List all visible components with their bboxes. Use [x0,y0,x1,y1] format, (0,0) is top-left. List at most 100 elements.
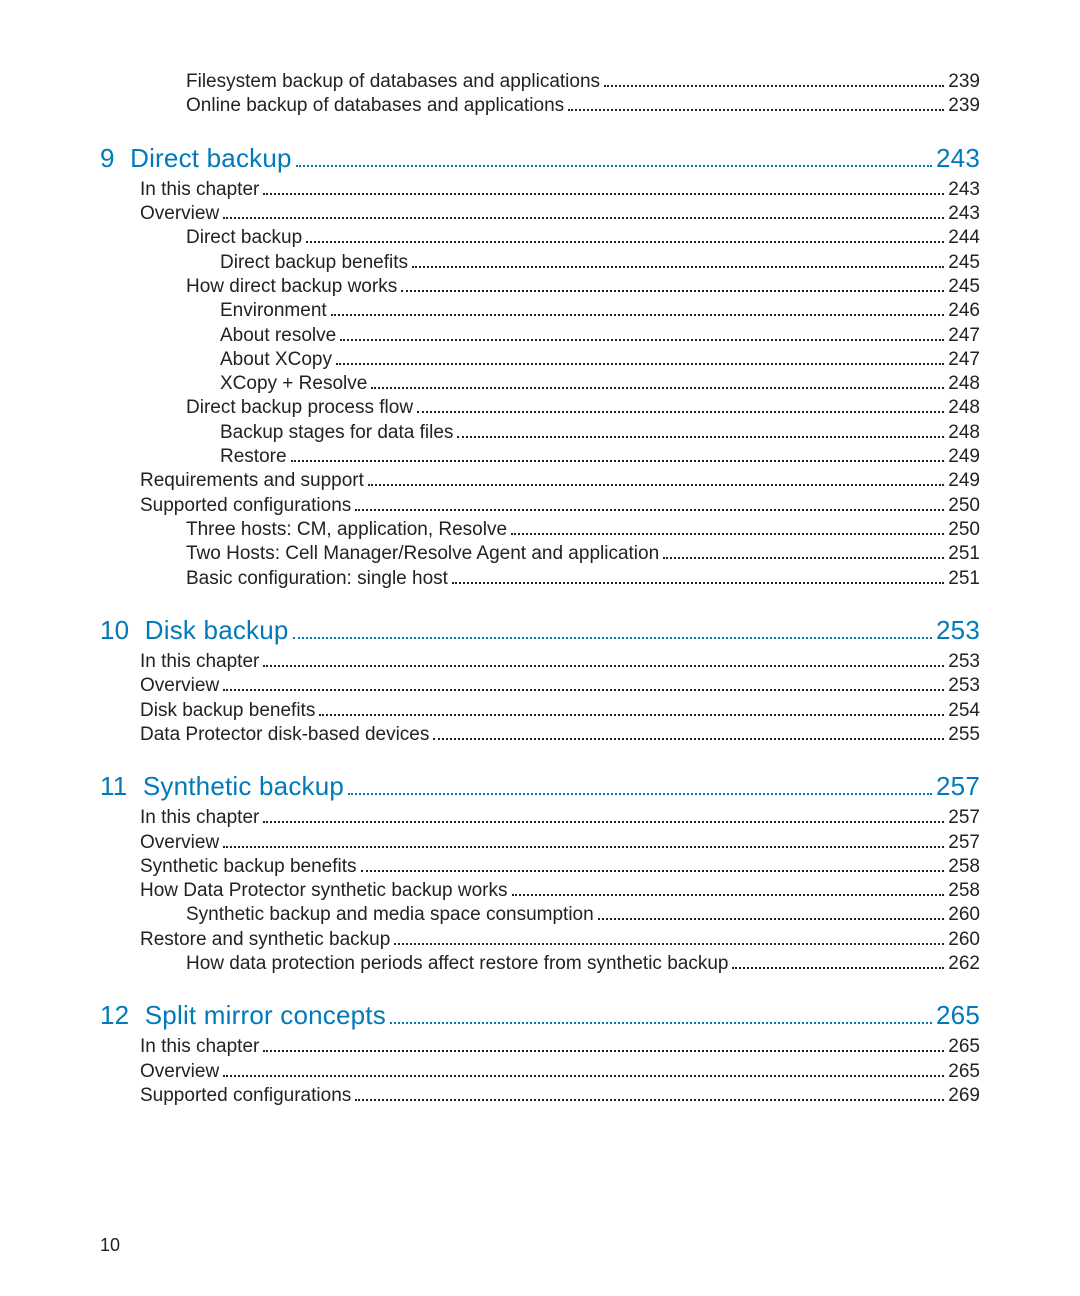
chapter-page: 243 [936,143,980,174]
toc-entry-label: Overview [140,675,219,696]
toc-entry-label: Direct backup process flow [186,397,413,418]
toc-entry-label: Restore and synthetic backup [140,929,390,950]
toc-entry[interactable]: Restore 249 [100,445,980,469]
leader-dots [223,846,944,848]
leader-dots [223,217,944,219]
toc-entry[interactable]: In this chapter 243 [100,178,980,202]
toc-entry[interactable]: Synthetic backup and media space consump… [100,903,980,927]
leader-dots [604,85,944,87]
toc-entry[interactable]: In this chapter 257 [100,806,980,830]
leader-dots [412,266,944,268]
toc-entry-page: 249 [948,445,980,469]
toc-entry[interactable]: Synthetic backup benefits 258 [100,855,980,879]
toc-entry-label: Synthetic backup and media space consump… [186,904,594,925]
toc-entry[interactable]: In this chapter 253 [100,650,980,674]
chapter-title: Disk backup [145,615,289,645]
chapter-number: 11 [100,771,127,801]
leader-dots [371,387,944,389]
toc-entry[interactable]: Backup stages for data files 248 [100,421,980,445]
leader-dots [263,193,944,195]
toc-entry-label: Backup stages for data files [220,422,453,443]
toc-entry-label: Online backup of databases and applicati… [186,95,564,116]
toc-entry-label: In this chapter [140,807,259,828]
toc-entry-page: 243 [948,202,980,226]
toc-entry-label: Overview [140,1061,219,1082]
toc-entry[interactable]: How direct backup works 245 [100,275,980,299]
toc-entry-page: 251 [948,542,980,566]
chapter-page: 257 [936,771,980,802]
leader-dots [457,436,944,438]
toc-entry-label: How direct backup works [186,276,397,297]
toc-page: Filesystem backup of databases and appli… [0,0,1080,1296]
toc-entry[interactable]: Three hosts: CM, application, Resolve 25… [100,518,980,542]
toc-entry-label: Restore [220,446,287,467]
toc-entry-page: 250 [948,494,980,518]
leader-dots [390,1022,932,1024]
toc-entry-page: 253 [948,650,980,674]
toc-container: Filesystem backup of databases and appli… [100,70,980,1108]
toc-entry[interactable]: Supported configurations 250 [100,494,980,518]
toc-chapter[interactable]: 10 Disk backup 253 [100,615,980,646]
chapter-number: 12 [100,1000,129,1030]
toc-entry[interactable]: Overview 243 [100,202,980,226]
toc-entry[interactable]: Overview 253 [100,674,980,698]
toc-entry-page: 249 [948,469,980,493]
toc-entry[interactable]: About XCopy 247 [100,348,980,372]
toc-chapter[interactable]: 11 Synthetic backup 257 [100,771,980,802]
toc-chapter[interactable]: 12 Split mirror concepts 265 [100,1000,980,1031]
chapter-page: 265 [936,1000,980,1031]
toc-entry[interactable]: Direct backup benefits 245 [100,251,980,275]
leader-dots [511,533,944,535]
leader-dots [223,1075,944,1077]
toc-entry-page: 244 [948,226,980,250]
toc-entry-label: In this chapter [140,651,259,672]
toc-entry[interactable]: Online backup of databases and applicati… [100,94,980,118]
toc-entry[interactable]: Disk backup benefits 254 [100,699,980,723]
toc-entry[interactable]: How Data Protector synthetic backup work… [100,879,980,903]
leader-dots [336,363,944,365]
toc-entry-page: 257 [948,831,980,855]
toc-entry[interactable]: About resolve 247 [100,324,980,348]
leader-dots [331,314,945,316]
toc-entry[interactable]: Direct backup process flow 248 [100,396,980,420]
toc-entry-label: Supported configurations [140,495,351,516]
leader-dots [263,821,944,823]
toc-entry-page: 245 [948,251,980,275]
toc-entry-label: Disk backup benefits [140,700,315,721]
toc-entry-label: Direct backup [186,227,302,248]
page-number: 10 [100,1235,120,1256]
toc-entry-label: XCopy + Resolve [220,373,367,394]
chapter-title: Direct backup [130,143,292,173]
leader-dots [368,484,944,486]
toc-entry-label: How Data Protector synthetic backup work… [140,880,508,901]
toc-entry-label: Supported configurations [140,1085,351,1106]
toc-entry-page: 265 [948,1035,980,1059]
toc-entry-label: Requirements and support [140,470,364,491]
toc-entry[interactable]: In this chapter 265 [100,1035,980,1059]
toc-entry[interactable]: Supported configurations 269 [100,1084,980,1108]
toc-entry[interactable]: Filesystem backup of databases and appli… [100,70,980,94]
toc-entry[interactable]: Overview 265 [100,1060,980,1084]
toc-entry[interactable]: Basic configuration: single host 251 [100,567,980,591]
toc-entry[interactable]: Requirements and support 249 [100,469,980,493]
leader-dots [732,967,944,969]
toc-entry-page: 258 [948,879,980,903]
toc-entry[interactable]: Overview 257 [100,831,980,855]
leader-dots [306,241,944,243]
toc-entry[interactable]: XCopy + Resolve 248 [100,372,980,396]
toc-entry-label: Overview [140,832,219,853]
chapter-number: 10 [100,615,129,645]
toc-entry[interactable]: Two Hosts: Cell Manager/Resolve Agent an… [100,542,980,566]
toc-entry-page: 262 [948,952,980,976]
toc-entry-page: 257 [948,806,980,830]
toc-chapter[interactable]: 9 Direct backup 243 [100,143,980,174]
toc-entry-label: In this chapter [140,179,259,200]
toc-entry[interactable]: Restore and synthetic backup 260 [100,928,980,952]
toc-entry-page: 265 [948,1060,980,1084]
toc-entry[interactable]: Data Protector disk-based devices 255 [100,723,980,747]
toc-entry[interactable]: Direct backup 244 [100,226,980,250]
toc-entry[interactable]: Environment 246 [100,299,980,323]
chapter-page: 253 [936,615,980,646]
leader-dots [663,557,944,559]
toc-entry[interactable]: How data protection periods affect resto… [100,952,980,976]
